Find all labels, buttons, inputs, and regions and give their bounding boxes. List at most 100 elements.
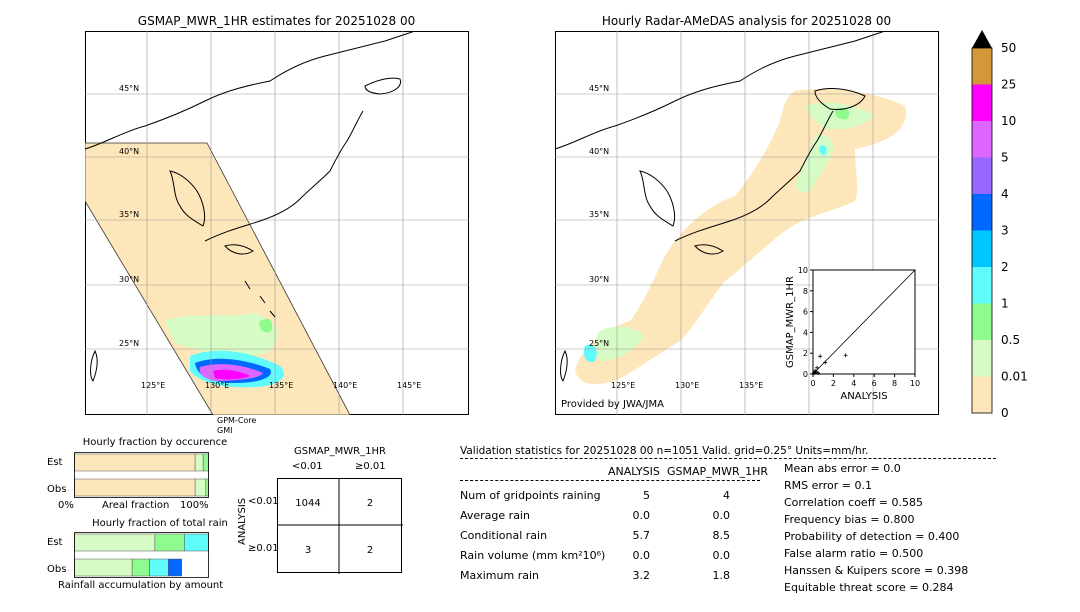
left-lat-label-35: 35°N xyxy=(119,210,139,219)
validation-row-gsmap: 0.0 xyxy=(712,549,731,562)
scatter-ytick-label: 8 xyxy=(803,287,808,296)
occurrence-xlabel: Areal fraction xyxy=(102,500,170,511)
right-lon-label-135: 135°E xyxy=(739,381,763,390)
scatter-point xyxy=(816,370,821,375)
scatter-xtick-label: 6 xyxy=(872,379,877,388)
colorbar-label: 10 xyxy=(1001,114,1016,128)
score-correlation: Correlation coeff = 0.585 xyxy=(784,496,923,509)
right-lon-label-130: 130°E xyxy=(675,381,699,390)
right-map-title: Hourly Radar-AMeDAS analysis for 2025102… xyxy=(601,14,892,28)
score-frequency-bias: Frequency bias = 0.800 xyxy=(784,513,915,526)
occurrence-title: Hourly fraction by occurence xyxy=(82,437,228,448)
total-rain-est-label: Est xyxy=(47,537,63,548)
occurrence-bar-segment xyxy=(74,478,196,497)
scatter-xtick-label: 4 xyxy=(851,379,856,388)
occurrence-bar-segment xyxy=(74,453,196,472)
colorbar-label: 0 xyxy=(1001,406,1009,418)
scatter-ytick-label: 4 xyxy=(803,328,808,337)
validation-row-gsmap: 1.8 xyxy=(712,569,731,582)
left-map: 45°N 40°N 35°N 30°N 25°N 125°E 130°E 135… xyxy=(85,31,469,415)
total-rain-chart xyxy=(74,532,209,578)
colorbar-label: 4 xyxy=(1001,187,1009,201)
colorbar-label: 2 xyxy=(1001,260,1009,274)
contingency-title: GSMAP_MWR_1HR xyxy=(294,446,386,457)
colorbar-cell xyxy=(972,303,992,340)
colorbar-label: 1 xyxy=(1001,297,1009,311)
right-rain-cyan-2 xyxy=(819,145,827,156)
right-rain-green xyxy=(834,107,850,120)
validation-row-gsmap: 8.5 xyxy=(712,529,731,542)
left-lat-label-45: 45°N xyxy=(119,84,139,93)
colorbar-frame xyxy=(971,47,993,414)
score-hk: Hanssen & Kuipers score = 0.398 xyxy=(784,564,969,577)
occurrence-bar-segment xyxy=(205,478,209,497)
score-mae: Mean abs error = 0.0 xyxy=(784,462,901,475)
colorbar-extend-arrow xyxy=(972,30,992,48)
right-lon-label-125: 125°E xyxy=(611,381,635,390)
validation-header-rule xyxy=(460,458,996,459)
colorbar-cell xyxy=(972,230,992,267)
validation-row-label: Rain volume (mm km²10⁶) xyxy=(460,549,606,562)
occurrence-x100: 100% xyxy=(180,500,209,511)
scatter-point xyxy=(823,360,828,365)
contingency-cell-01: 2 xyxy=(367,498,373,509)
occurrence-bar-segment xyxy=(194,478,207,497)
scatter-xtick-label: 10 xyxy=(910,379,920,388)
left-lat-label-40: 40°N xyxy=(119,147,139,156)
occurrence-obs-label: Obs xyxy=(47,484,67,495)
left-lat-label-30: 30°N xyxy=(119,275,139,284)
sensor-line-1: GPM-Core xyxy=(217,416,257,425)
left-map-grid xyxy=(85,31,469,415)
scatter-point xyxy=(812,370,817,375)
colorbar: 0 0.01 0.5 1 2 3 4 5 10 25 50 xyxy=(971,30,1028,418)
scatter-point xyxy=(814,369,819,374)
colorbar-cell xyxy=(972,121,992,158)
occurrence-est-label: Est xyxy=(47,457,63,468)
colorbar-cell xyxy=(972,376,992,413)
left-rain-green xyxy=(259,318,273,333)
validation-row-label: Maximum rain xyxy=(460,569,539,582)
colorbar-label: 0.5 xyxy=(1001,333,1020,347)
left-lon-label-130: 130°E xyxy=(205,381,229,390)
validation-row-gsmap: 4 xyxy=(723,489,730,502)
scatter-inset: 0 2 4 6 8 10 0 2 4 6 8 10 ANALYSIS GSMAP_MWR_1HR xyxy=(780,260,930,410)
left-lat-label-25: 25°N xyxy=(119,339,139,348)
scatter-point xyxy=(843,353,848,358)
scatter-xtick-label: 8 xyxy=(892,379,897,388)
scatter-xlabel: ANALYSIS xyxy=(840,391,887,402)
right-lat-label-40: 40°N xyxy=(589,147,609,156)
contingency-col-2: ≥0.01 xyxy=(355,461,386,472)
score-rmse: RMS error = 0.1 xyxy=(784,479,872,492)
total-rain-bar-segment xyxy=(131,558,150,577)
colorbar-label: 5 xyxy=(1001,151,1009,165)
scatter-ytick-label: 0 xyxy=(803,370,808,379)
left-lon-label-140: 140°E xyxy=(333,381,357,390)
validation-row-label: Num of gridpoints raining xyxy=(460,489,601,502)
occurrence-bar-segment xyxy=(202,453,209,472)
total-rain-bar-segment xyxy=(154,533,185,552)
scatter-point xyxy=(818,354,823,359)
scatter-ytick-label: 10 xyxy=(798,266,808,275)
left-lon-label-145: 145°E xyxy=(397,381,421,390)
score-far: False alarm ratio = 0.500 xyxy=(784,547,924,560)
score-ets: Equitable threat score = 0.284 xyxy=(784,581,954,594)
contingency-cell-11: 2 xyxy=(367,545,373,556)
contingency-row-axis: ANALYSIS xyxy=(237,497,248,545)
right-map-coastline xyxy=(555,31,886,382)
occurrence-chart xyxy=(74,452,209,498)
validation-row-analysis: 0.0 xyxy=(632,549,651,562)
scatter-ytick-label: 2 xyxy=(803,349,808,358)
contingency-cell-00: 1044 xyxy=(295,498,320,509)
occurrence-bar-segment xyxy=(194,453,204,472)
validation-row-gsmap: 0.0 xyxy=(712,509,731,522)
validation-row-analysis: 5 xyxy=(643,489,650,502)
right-lat-label-25: 25°N xyxy=(589,339,609,348)
total-rain-bar-segment xyxy=(149,558,169,577)
contingency-row-2: ≥0.01 xyxy=(248,543,279,554)
left-lon-label-125: 125°E xyxy=(141,381,165,390)
scatter-ytick-label: 6 xyxy=(803,308,808,317)
total-rain-bar-segment xyxy=(74,533,156,552)
colorbar-label: 50 xyxy=(1001,41,1016,55)
scatter-ylabel: GSMAP_MWR_1HR xyxy=(785,276,796,368)
colorbar-label: 0.01 xyxy=(1001,370,1028,384)
